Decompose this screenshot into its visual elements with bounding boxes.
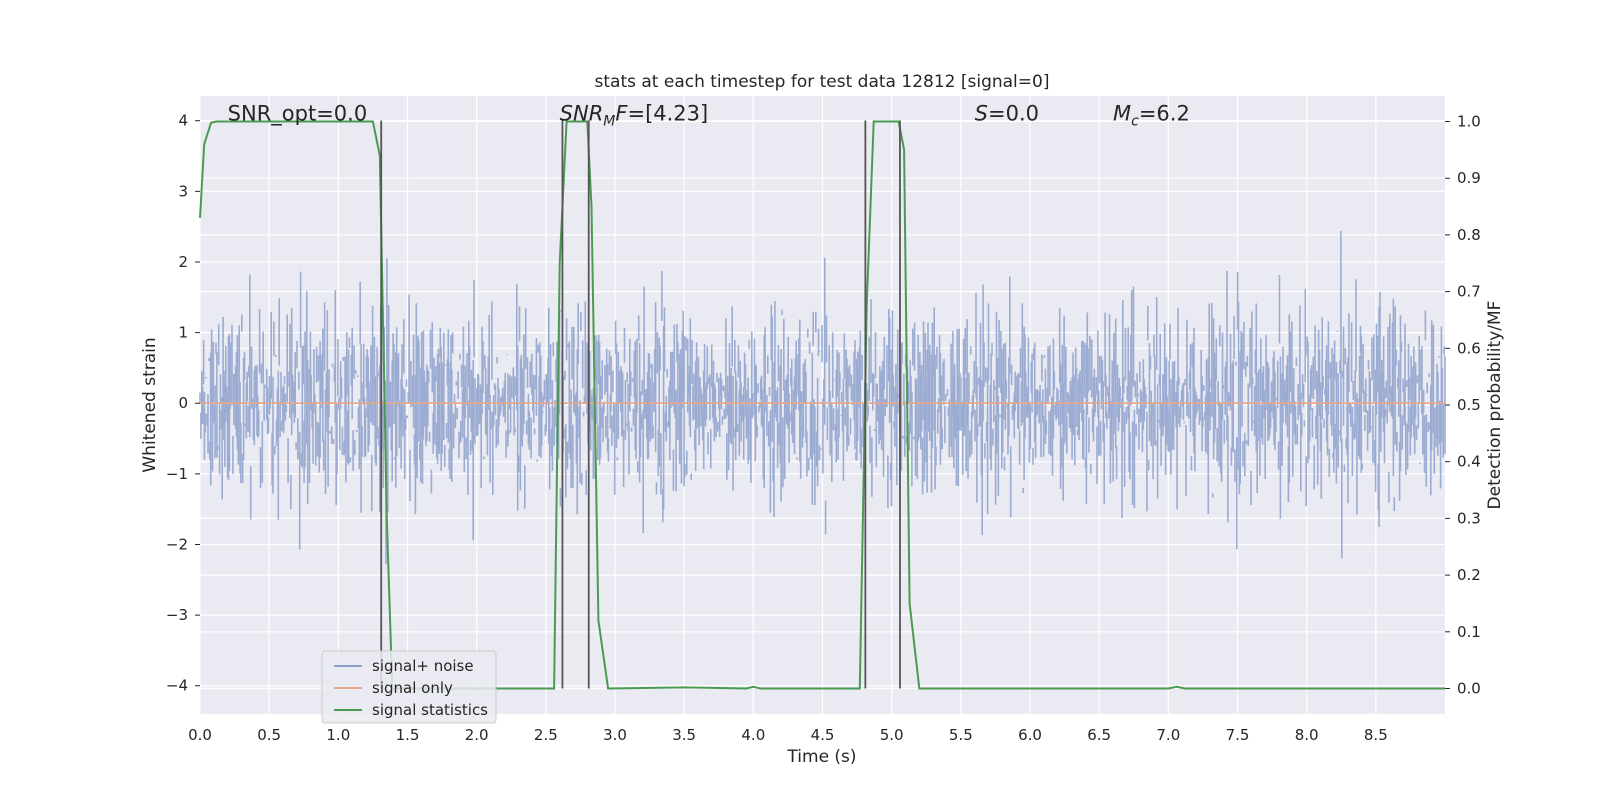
y2-tick-label: 0.4: [1457, 453, 1481, 471]
y-tick-label: −3: [166, 606, 188, 624]
x-tick-label: 8.5: [1364, 726, 1388, 744]
signal-statistics-line: [199, 120, 1445, 690]
y2-tick-label: 0.8: [1457, 226, 1481, 244]
annotation-text: S=0.0: [975, 102, 1039, 126]
vertical-markers: [380, 120, 901, 689]
y2-axis-label: Detection probability/MF: [1485, 301, 1505, 510]
annotation-text: SNR_opt=0.0: [228, 102, 368, 127]
x-tick-label: 1.5: [396, 726, 420, 744]
y2-tick-label: 0.6: [1457, 339, 1481, 357]
y2-tick-label: 0.2: [1457, 566, 1481, 584]
x-tick-label: 7.0: [1156, 726, 1180, 744]
noise-series-bars: [199, 231, 1446, 565]
x-tick-label: 8.0: [1295, 726, 1319, 744]
series-lines: [199, 120, 1445, 690]
legend-label: signal+ noise: [372, 657, 474, 675]
y-tick-label: 3: [178, 182, 188, 200]
legend-label: signal only: [372, 679, 453, 697]
x-tick-label: 5.0: [880, 726, 904, 744]
x-tick-label: 3.0: [603, 726, 627, 744]
y-tick-label: 0: [178, 394, 188, 412]
legend-box: [321, 650, 497, 724]
x-tick-label: 0.5: [257, 726, 281, 744]
annotations: SNR_opt=0.0 SNRMF=[4.23] S=0.0 Mc=6.2: [228, 102, 1190, 130]
y2-tick-label: 0.7: [1457, 283, 1481, 301]
x-tick-label: 3.5: [672, 726, 696, 744]
y-tick-label: −1: [166, 465, 188, 483]
annotation-text: SNRMF=[4.23]: [560, 102, 709, 130]
annotation-text: Mc=6.2: [1113, 102, 1190, 130]
legend: signal+ noise signal only signal statistic…: [321, 650, 497, 724]
x-tick-label: 1.0: [326, 726, 350, 744]
y2-tick-label: 0.5: [1457, 396, 1481, 414]
y-axis-label: Whitened strain: [140, 337, 160, 472]
x-tick-label: 6.0: [1018, 726, 1042, 744]
y-tick-label: −4: [166, 677, 188, 695]
y-tick-label: 1: [178, 324, 188, 342]
noise-series-path: [199, 231, 1446, 565]
x-tick-label: 6.5: [1087, 726, 1111, 744]
y-tick-label: −2: [166, 535, 188, 553]
y2-tick-label: 0.1: [1457, 623, 1481, 641]
x-tick-label: 2.5: [534, 726, 558, 744]
x-tick-label: 4.5: [811, 726, 835, 744]
y2-tick-label: 0.9: [1457, 169, 1481, 187]
legend-label: signal statistics: [372, 701, 488, 719]
x-tick-label: 7.5: [1226, 726, 1250, 744]
chart-title: stats at each timestep for test data 128…: [595, 72, 1050, 92]
y2-tick-label: 1.0: [1457, 113, 1481, 131]
x-tick-label: 0.0: [188, 726, 212, 744]
y-tick-label: 2: [178, 253, 188, 271]
y2-tick-label: 0.3: [1457, 509, 1481, 527]
axis-ticks: 0.0 0.5 1.0 1.5 2.0 2.5 3.0 3.5 4.0 4.5 5.0 5.5 6.0 6…: [166, 112, 1481, 744]
x-tick-label: 5.5: [949, 726, 973, 744]
x-tick-label: 2.0: [465, 726, 489, 744]
x-tick-label: 4.0: [741, 726, 765, 744]
y2-tick-label: 0.0: [1457, 679, 1481, 697]
x-axis-label: Time (s): [786, 747, 856, 767]
y-tick-label: 4: [178, 112, 188, 130]
